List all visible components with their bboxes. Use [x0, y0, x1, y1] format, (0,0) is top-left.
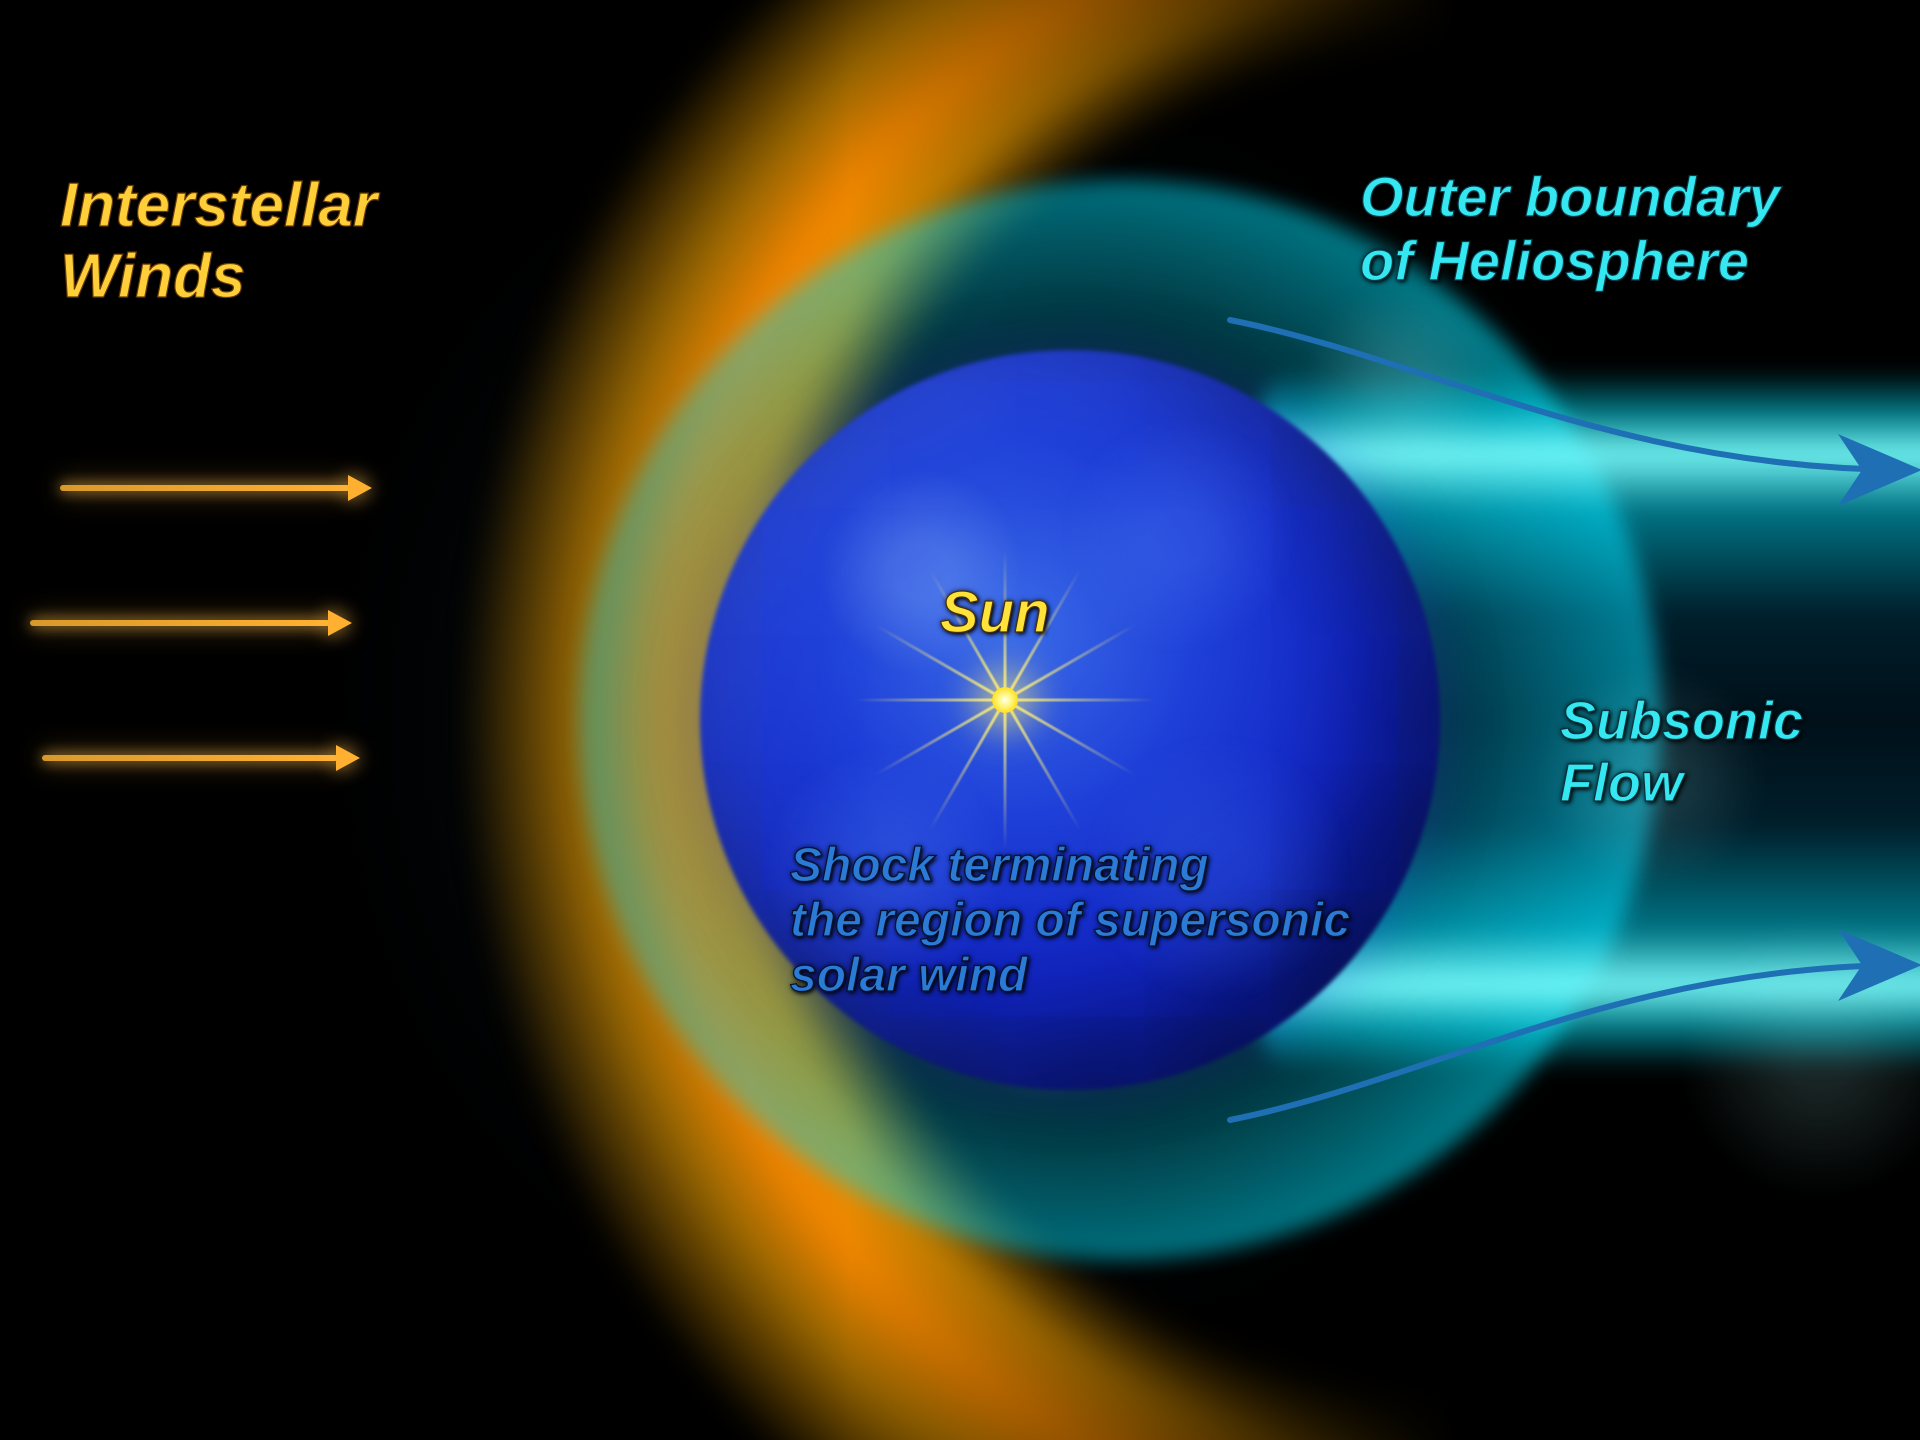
interstellar-wind-arrow [30, 620, 330, 626]
interstellar-wind-arrow [60, 485, 350, 491]
interstellar-wind-arrow [42, 755, 338, 761]
sun-marker [975, 670, 1035, 730]
heliosphere-diagram: Interstellar Winds Outer boundary of Heli… [0, 0, 1920, 1440]
label-subsonic-flow: Subsonic Flow [1560, 690, 1803, 814]
label-interstellar-winds: Interstellar Winds [60, 170, 377, 313]
label-shock-text: Shock terminating the region of superson… [790, 838, 1350, 1004]
label-sun: Sun [940, 580, 1050, 647]
label-outer-boundary: Outer boundary of Heliosphere [1360, 165, 1780, 294]
